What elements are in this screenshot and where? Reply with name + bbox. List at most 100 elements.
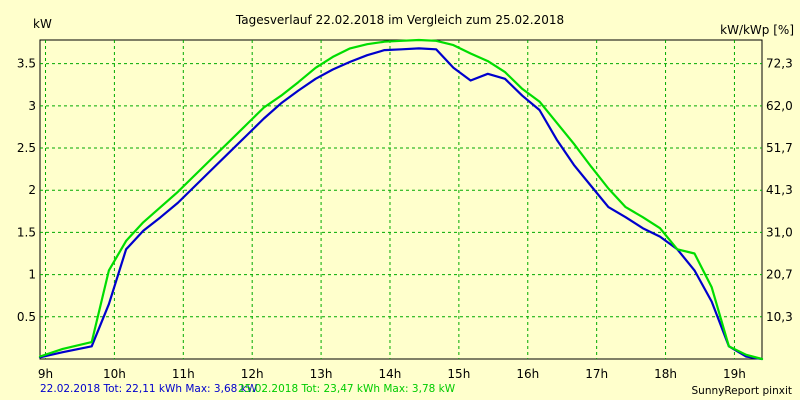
plot-frame bbox=[39, 39, 763, 360]
data-point bbox=[228, 140, 231, 143]
x-tick-label: 17h bbox=[585, 367, 608, 381]
x-tick-label: 19h bbox=[723, 367, 746, 381]
data-point bbox=[142, 221, 145, 224]
data-point bbox=[125, 248, 127, 251]
y-tick-label-right: 20,7 bbox=[766, 268, 793, 282]
y-tick-label-right: 10,3 bbox=[766, 310, 793, 324]
data-point bbox=[314, 78, 317, 80]
data-point bbox=[194, 185, 196, 187]
data-point bbox=[607, 206, 610, 208]
series-line-22-02-2018 bbox=[38, 47, 764, 361]
data-point bbox=[108, 303, 110, 305]
y-tick-label-right: 31,0 bbox=[766, 225, 793, 239]
data-point bbox=[383, 49, 386, 51]
data-point bbox=[418, 47, 420, 50]
data-point bbox=[710, 286, 713, 289]
data-point bbox=[710, 300, 713, 303]
data-point bbox=[228, 151, 231, 153]
data-point bbox=[90, 345, 93, 348]
x-tick-label: 18h bbox=[654, 367, 677, 381]
y-tick-label-left: 1 bbox=[28, 268, 36, 282]
tick-labels: 9h 10h 11h 12h 13h 14h 15h 16h 17h 18h 19h 0.5 10,3 1… bbox=[17, 57, 793, 381]
x-tick-label: 14h bbox=[379, 367, 402, 381]
data-point bbox=[418, 39, 420, 41]
data-point bbox=[280, 94, 282, 97]
data-point bbox=[297, 81, 300, 83]
data-point bbox=[487, 60, 489, 62]
y-tick-label-left: 0.5 bbox=[17, 310, 36, 324]
data-point bbox=[159, 206, 162, 208]
data-point bbox=[761, 358, 763, 360]
y-tick-label-left: 2 bbox=[28, 183, 36, 197]
data-point bbox=[745, 354, 747, 356]
data-point bbox=[590, 185, 592, 187]
data-point bbox=[573, 143, 575, 145]
data-point bbox=[314, 67, 317, 69]
data-point bbox=[745, 355, 747, 358]
data-point bbox=[332, 56, 334, 58]
x-tick-label: 13h bbox=[310, 367, 333, 381]
data-point bbox=[90, 341, 93, 343]
data-point bbox=[642, 227, 644, 229]
data-point bbox=[555, 121, 558, 124]
data-point bbox=[538, 109, 541, 111]
data-point bbox=[366, 43, 369, 45]
data-point bbox=[349, 47, 351, 50]
grid-lines bbox=[40, 40, 762, 359]
data-point bbox=[469, 79, 472, 82]
data-point bbox=[61, 348, 64, 350]
data-point bbox=[435, 48, 437, 51]
x-tick-label: 15h bbox=[447, 367, 470, 381]
data-point bbox=[469, 52, 472, 55]
data-point bbox=[642, 216, 644, 218]
data-point bbox=[624, 216, 627, 218]
x-tick-label: 9h bbox=[38, 367, 53, 381]
data-point bbox=[728, 345, 730, 348]
data-point bbox=[108, 269, 110, 272]
x-tick-label: 10h bbox=[103, 367, 126, 381]
data-point bbox=[263, 106, 265, 109]
data-point bbox=[177, 191, 179, 193]
y-tick-label-right: 72,3 bbox=[766, 57, 793, 71]
data-point bbox=[521, 94, 524, 97]
data-point bbox=[487, 73, 489, 75]
data-point bbox=[125, 240, 127, 242]
data-point bbox=[400, 48, 403, 51]
data-point bbox=[61, 351, 64, 354]
data-point bbox=[211, 157, 213, 159]
legend-entry-22-02-2018: 22.02.2018 Tot: 22,11 kWh Max: 3,68 kW bbox=[40, 383, 258, 395]
data-point bbox=[39, 355, 41, 358]
series-layer bbox=[38, 38, 764, 361]
y-axis-left-label: kW bbox=[33, 17, 52, 31]
data-point bbox=[607, 187, 610, 190]
x-tick-label: 16h bbox=[516, 367, 539, 381]
chart-title: Tagesverlauf 22.02.2018 im Vergleich zum… bbox=[235, 13, 564, 27]
data-point bbox=[435, 40, 437, 42]
y-tick-label-left: 1.5 bbox=[17, 225, 36, 239]
data-point bbox=[211, 168, 213, 170]
x-tick-label: 11h bbox=[172, 367, 195, 381]
data-point bbox=[383, 40, 386, 43]
data-point bbox=[693, 252, 696, 255]
data-point bbox=[280, 102, 282, 105]
data-point bbox=[366, 54, 369, 56]
data-point bbox=[245, 123, 248, 126]
data-point bbox=[624, 206, 627, 208]
data-point bbox=[245, 134, 248, 137]
y-tick-label-right: 62,0 bbox=[766, 99, 793, 113]
data-point bbox=[452, 67, 455, 69]
data-point bbox=[452, 44, 455, 46]
credit-label: SunnyReport pinxit bbox=[692, 385, 792, 397]
y-tick-label-left: 3 bbox=[28, 99, 36, 113]
y-tick-label-right: 51,7 bbox=[766, 141, 793, 155]
data-point bbox=[142, 229, 145, 232]
y-tick-label-left: 3.5 bbox=[17, 57, 36, 71]
data-point bbox=[693, 269, 696, 272]
data-point bbox=[504, 78, 506, 80]
data-point bbox=[297, 89, 300, 92]
data-point bbox=[349, 61, 351, 63]
x-tick-label: 12h bbox=[241, 367, 264, 381]
legend-entry-25-02-2018: 25.02.2018 Tot: 23,47 kWh Max: 3,78 kW bbox=[238, 383, 456, 395]
